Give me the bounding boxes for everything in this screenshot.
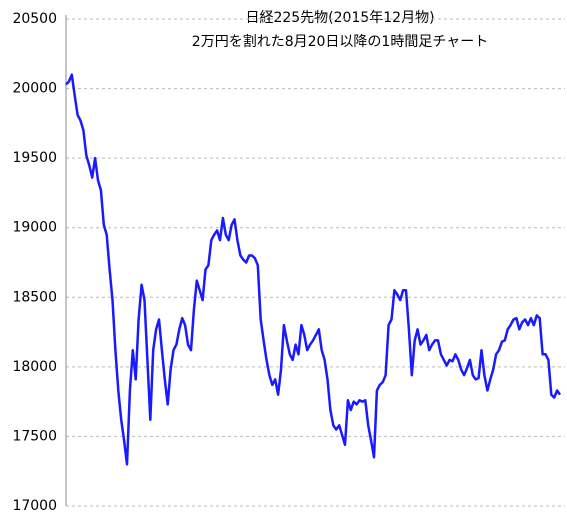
y-tick-label: 20000 — [12, 81, 57, 97]
y-tick-label: 18000 — [12, 359, 57, 375]
y-tick-label: 19000 — [12, 220, 57, 236]
y-tick-label: 20500 — [12, 11, 57, 27]
chart-title: 日経225先物(2015年12月物) — [245, 10, 434, 26]
y-tick-label: 17000 — [12, 498, 57, 514]
price-line — [65, 73, 562, 466]
y-tick-label: 18500 — [12, 289, 57, 305]
chart-subtitle: 2万円を割れた8月20日以降の1時間足チャート — [192, 33, 488, 50]
y-tick-label: 17500 — [12, 428, 57, 444]
y-tick-label: 19500 — [12, 150, 57, 166]
